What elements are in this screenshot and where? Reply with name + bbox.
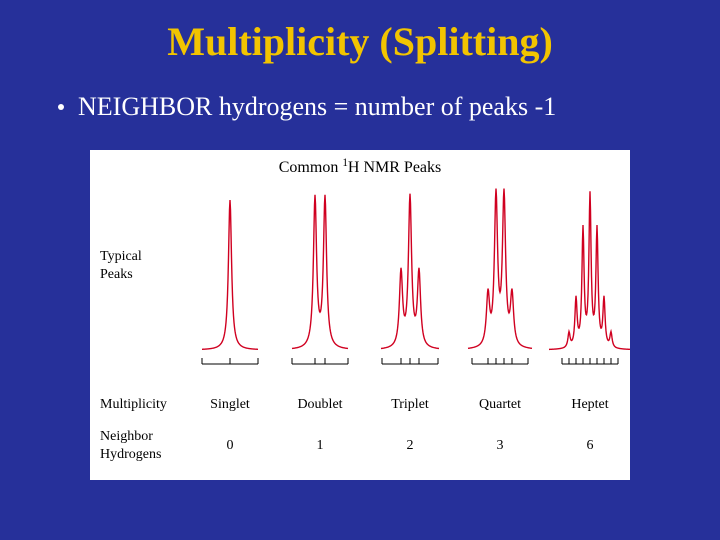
svg-text:Singlet: Singlet — [210, 397, 250, 412]
slide-title: Multiplicity (Splitting) — [0, 18, 720, 65]
nmr-svg: Common 1H NMR Peaks Typical Peaks Multiplic… — [90, 150, 630, 480]
svg-text:6: 6 — [587, 438, 594, 453]
svg-text:Multiplicity: Multiplicity — [100, 397, 167, 412]
svg-text:2: 2 — [407, 438, 414, 453]
svg-text:Quartet: Quartet — [479, 397, 521, 412]
bullet-row: NEIGHBOR hydrogens = number of peaks -1 — [58, 92, 556, 122]
svg-text:Triplet: Triplet — [391, 397, 429, 412]
svg-text:1: 1 — [317, 438, 324, 453]
svg-text:Doublet: Doublet — [297, 397, 342, 412]
bullet-text: NEIGHBOR hydrogens = number of peaks -1 — [78, 92, 556, 122]
svg-text:Heptet: Heptet — [571, 397, 608, 412]
nmr-figure: Common 1H NMR Peaks Typical Peaks Multiplic… — [90, 150, 630, 480]
slide: Multiplicity (Splitting) NEIGHBOR hydrog… — [0, 0, 720, 540]
bullet-dot-icon — [58, 104, 64, 110]
svg-text:3: 3 — [497, 438, 504, 453]
svg-text:0: 0 — [227, 438, 234, 453]
svg-text:Neighbor: Neighbor — [100, 429, 153, 444]
svg-text:Peaks: Peaks — [100, 267, 133, 282]
svg-text:Typical: Typical — [100, 249, 142, 264]
svg-text:Hydrogens: Hydrogens — [100, 447, 161, 462]
svg-text:Common 1H NMR Peaks: Common 1H NMR Peaks — [279, 157, 442, 176]
